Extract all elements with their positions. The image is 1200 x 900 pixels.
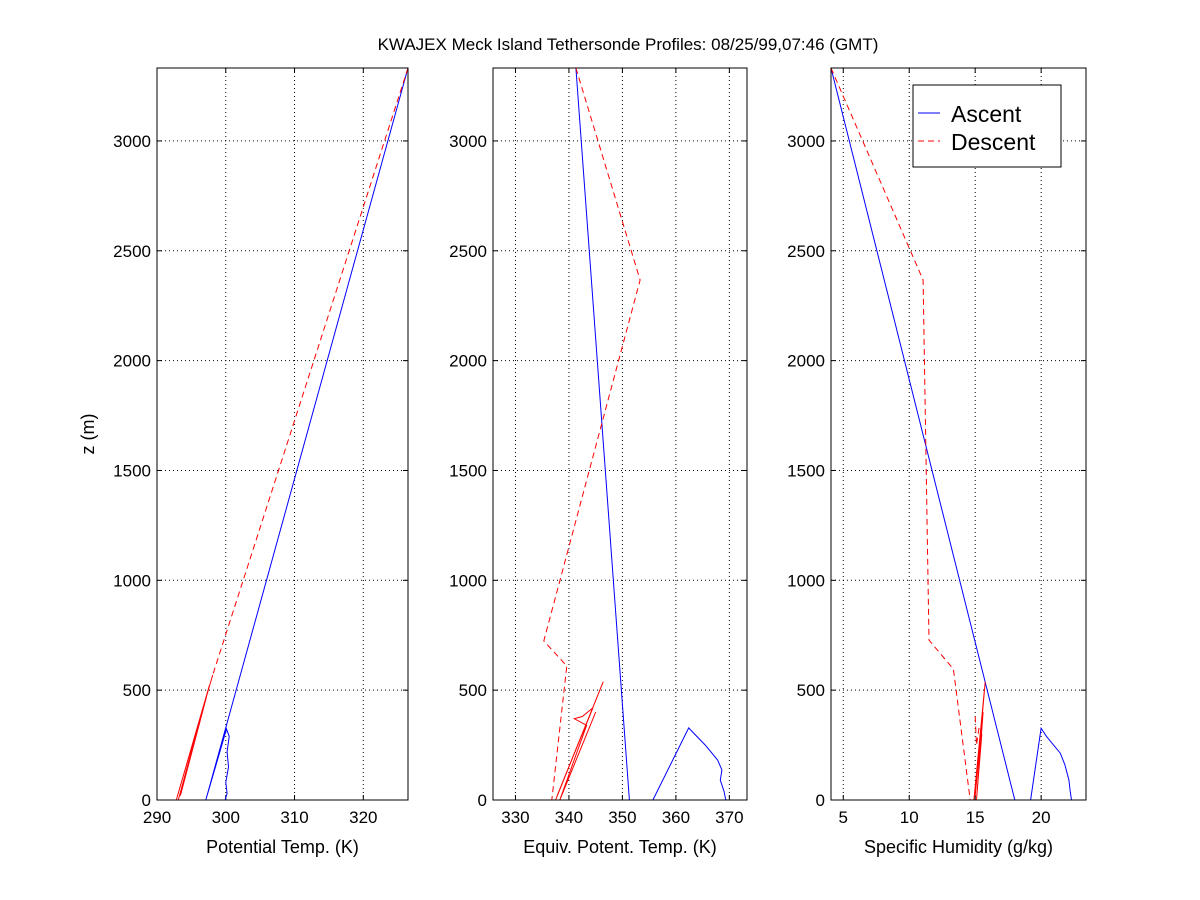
x-tick-label: 370 bbox=[715, 808, 743, 827]
plot-area bbox=[157, 68, 408, 800]
panel-2: 330 340 350 360 370 0 500 1000 1500 2000 2500 3000 E… bbox=[449, 67, 748, 857]
y-tick-label: 0 bbox=[142, 791, 151, 810]
x-tick-label: 360 bbox=[662, 808, 690, 827]
series-line-descent bbox=[974, 716, 980, 746]
y-tick-label: 2500 bbox=[449, 242, 487, 261]
series-line-ascent bbox=[575, 67, 630, 801]
legend-ascent-label: Ascent bbox=[951, 101, 1022, 127]
y-tick-label: 3000 bbox=[449, 132, 487, 151]
y-tick-label: 3000 bbox=[787, 132, 825, 151]
panel-3: 5 10 15 20 0 500 1000 1500 2000 2500 3000 Specific … bbox=[787, 67, 1087, 857]
y-tick-label: 1000 bbox=[787, 571, 825, 590]
series-line-ascent bbox=[205, 67, 409, 801]
y-tick-label: 2000 bbox=[113, 352, 151, 371]
y-tick-label: 500 bbox=[459, 681, 487, 700]
x-tick-label: 350 bbox=[608, 808, 636, 827]
series-line-descent bbox=[973, 681, 986, 801]
x-tick-label: 290 bbox=[143, 808, 171, 827]
y-tick-label: 3000 bbox=[113, 132, 151, 151]
y-tick-label: 1500 bbox=[449, 461, 487, 480]
y-tick-label: 2000 bbox=[449, 352, 487, 371]
plot-area bbox=[493, 68, 747, 800]
axes-frame bbox=[830, 67, 1087, 801]
axes-frame bbox=[156, 67, 409, 801]
legend-descent-label: Descent bbox=[951, 129, 1036, 155]
y-tick-label: 1500 bbox=[113, 461, 151, 480]
series-line-ascent bbox=[830, 67, 1016, 801]
x-axis-label: Equiv. Potent. Temp. (K) bbox=[523, 837, 716, 857]
series-line-ascent bbox=[1030, 726, 1086, 801]
x-axis-label: Specific Humidity (g/kg) bbox=[864, 837, 1053, 857]
y-tick-label: 0 bbox=[816, 791, 825, 810]
x-tick-label: 15 bbox=[966, 808, 985, 827]
x-tick-label: 330 bbox=[501, 808, 529, 827]
y-tick-label: 1000 bbox=[449, 571, 487, 590]
y-tick-label: 2500 bbox=[113, 242, 151, 261]
legend: Ascent Descent bbox=[912, 84, 1062, 168]
plot-area bbox=[831, 68, 1086, 800]
x-tick-label: 10 bbox=[900, 808, 919, 827]
x-tick-label: 5 bbox=[839, 808, 848, 827]
y-tick-label: 2500 bbox=[787, 242, 825, 261]
legend-box bbox=[912, 84, 1062, 168]
x-tick-label: 20 bbox=[1032, 808, 1051, 827]
series-line-descent bbox=[543, 67, 641, 801]
axes-frame bbox=[492, 67, 748, 801]
y-axis-label: z (m) bbox=[78, 414, 98, 455]
y-tick-label: 500 bbox=[123, 681, 151, 700]
x-axis-label: Potential Temp. (K) bbox=[206, 837, 359, 857]
y-tick-label: 1000 bbox=[113, 571, 151, 590]
x-tick-label: 300 bbox=[212, 808, 240, 827]
x-tick-label: 340 bbox=[555, 808, 583, 827]
series-line-descent bbox=[830, 67, 971, 801]
y-tick-label: 0 bbox=[478, 791, 487, 810]
series-line-descent bbox=[555, 681, 604, 801]
x-tick-label: 310 bbox=[280, 808, 308, 827]
panel-1: 290 300 310 320 0 500 1000 1500 2000 2500 3000 Pote… bbox=[78, 67, 409, 857]
x-tick-label: 320 bbox=[349, 808, 377, 827]
y-tick-label: 1500 bbox=[787, 461, 825, 480]
figure-title: KWAJEX Meck Island Tethersonde Profiles:… bbox=[378, 35, 879, 54]
y-tick-label: 500 bbox=[797, 681, 825, 700]
y-tick-label: 2000 bbox=[787, 352, 825, 371]
series-line-descent bbox=[212, 67, 409, 676]
